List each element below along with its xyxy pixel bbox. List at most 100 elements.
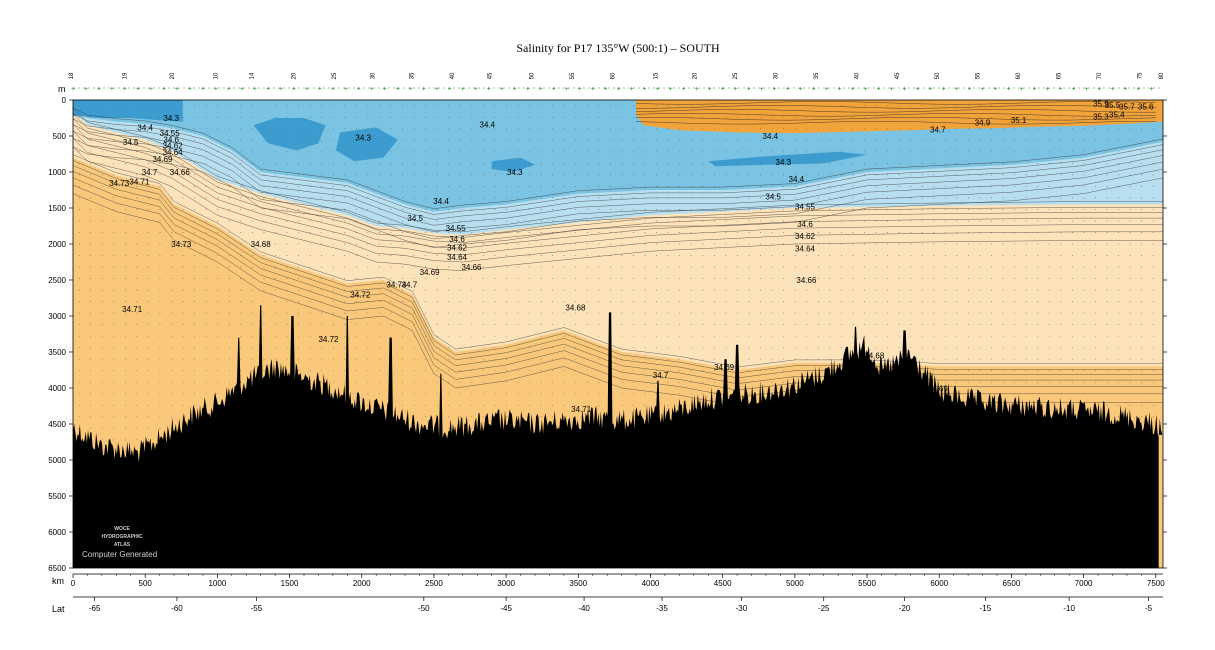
station-cross: +	[1097, 86, 1101, 93]
latitude-tick-label: -55	[251, 604, 263, 613]
contour-label: 34.5	[765, 193, 781, 202]
station-cross: +	[890, 86, 894, 93]
station-label: 25	[733, 72, 739, 79]
contour-label: 34.4	[480, 121, 496, 130]
station-label: 18	[69, 72, 75, 79]
distance-axis: 0 500 1000 1500 2000 2500 3000 3500 4000 4500 5000…	[71, 573, 1165, 588]
station-cross: +	[1019, 86, 1023, 93]
depth-tick-label: 4500	[48, 420, 66, 429]
contour-line	[73, 118, 1163, 243]
contour-line	[635, 101, 1156, 105]
station-cross: +	[162, 86, 166, 93]
watermark-line-1: WOCE	[114, 526, 130, 532]
station-label: 45	[488, 72, 494, 79]
contour-line	[73, 113, 1163, 215]
contour-line	[73, 146, 1163, 271]
station-cross: +	[877, 86, 881, 93]
distance-tick-label: 6000	[930, 579, 948, 588]
contour-label: 35.7	[1119, 103, 1135, 112]
station-cross: +	[799, 86, 803, 93]
contour-label: 35.5	[1105, 101, 1121, 110]
contour-label: 34.6	[163, 136, 179, 145]
station-cross: +	[656, 86, 660, 93]
station-label: 30	[774, 72, 780, 79]
station-cross: +	[370, 86, 374, 93]
station-label: 50	[935, 72, 941, 79]
contour-label: 34.74	[386, 280, 407, 289]
station-cross: +	[578, 86, 582, 93]
contour-label: 34.72	[318, 335, 339, 344]
station-cross: +	[967, 86, 971, 93]
station-cross: +	[526, 86, 530, 93]
contour-label: 34.3	[163, 114, 179, 123]
station-cross: +	[993, 86, 997, 93]
distance-tick-label: 4000	[642, 579, 660, 588]
distance-unit-label: km	[52, 576, 64, 586]
station-cross: +	[825, 86, 829, 93]
station-cross: +	[916, 86, 920, 93]
latitude-tick-label: -20	[899, 604, 911, 613]
latitude-tick-label: -60	[171, 604, 183, 613]
station-cross: +	[1058, 86, 1062, 93]
contour-line	[635, 105, 1156, 109]
station-cross: +	[695, 86, 699, 93]
contour-label: 34.66	[461, 263, 482, 272]
lowest-salinity-patch	[73, 100, 183, 122]
station-cross: +	[383, 86, 387, 93]
station-cross: +	[435, 86, 439, 93]
contour-line	[636, 117, 1156, 121]
distance-tick-label: 3000	[497, 579, 515, 588]
contour-label: 34.7	[653, 371, 669, 380]
latitude-tick-label: -65	[89, 604, 101, 613]
station-cross: +	[292, 86, 296, 93]
station-cross: +	[980, 86, 984, 93]
distance-tick-label: 0	[71, 579, 76, 588]
contour-line	[635, 120, 1156, 125]
distance-tick-label: 500	[139, 579, 153, 588]
station-cross: +	[396, 86, 400, 93]
station-cross: +	[1123, 86, 1127, 93]
station-label: 35	[410, 72, 416, 79]
contour-label: 35.4	[1109, 110, 1125, 119]
station-cross: +	[1149, 86, 1153, 93]
watermark-note: Computer Generated	[82, 550, 157, 559]
station-label: 10	[213, 72, 219, 79]
right-edge-strip	[1158, 434, 1163, 568]
station-label: 19	[122, 72, 128, 79]
contour-label: 34.64	[163, 148, 184, 157]
station-cross: +	[1110, 86, 1114, 93]
depth-tick-label: 4000	[48, 384, 66, 393]
distance-tick-label: 3500	[569, 579, 587, 588]
station-cross: +	[539, 86, 543, 93]
contour-line	[73, 146, 1163, 248]
latitude-tick-label: -25	[818, 604, 830, 613]
station-label: 50	[530, 72, 536, 79]
station-cross: +	[838, 86, 842, 93]
station-cross: +	[331, 86, 335, 93]
latitude-tick-label: -5	[1145, 604, 1153, 613]
station-cross: +	[929, 86, 933, 93]
station-cross: +	[71, 86, 75, 93]
contour-label: 34.66	[170, 168, 191, 177]
contour-line	[73, 154, 1163, 368]
contour-label: 34.3	[355, 133, 371, 142]
station-cross: +	[266, 86, 270, 93]
latitude-tick-label: -35	[656, 604, 668, 613]
contour-line	[73, 113, 1163, 238]
contour-label: 34.68	[864, 352, 885, 361]
contour-lines	[73, 101, 1163, 407]
contour-label: 34.9	[975, 118, 991, 127]
depth-tick-label: 6000	[48, 528, 66, 537]
station-label: 30	[371, 72, 377, 79]
station-cross: +	[279, 86, 283, 93]
station-cross: +	[903, 86, 907, 93]
lowest-salinity-patch	[708, 151, 867, 167]
station-label: 65	[1057, 72, 1063, 79]
contour-label: 34.73	[109, 179, 130, 188]
station-cross: +	[409, 86, 413, 93]
contour-label: 34.55	[446, 224, 467, 233]
station-label: 45	[895, 72, 901, 79]
contour-line	[635, 109, 1156, 113]
station-cross: +	[123, 86, 127, 93]
